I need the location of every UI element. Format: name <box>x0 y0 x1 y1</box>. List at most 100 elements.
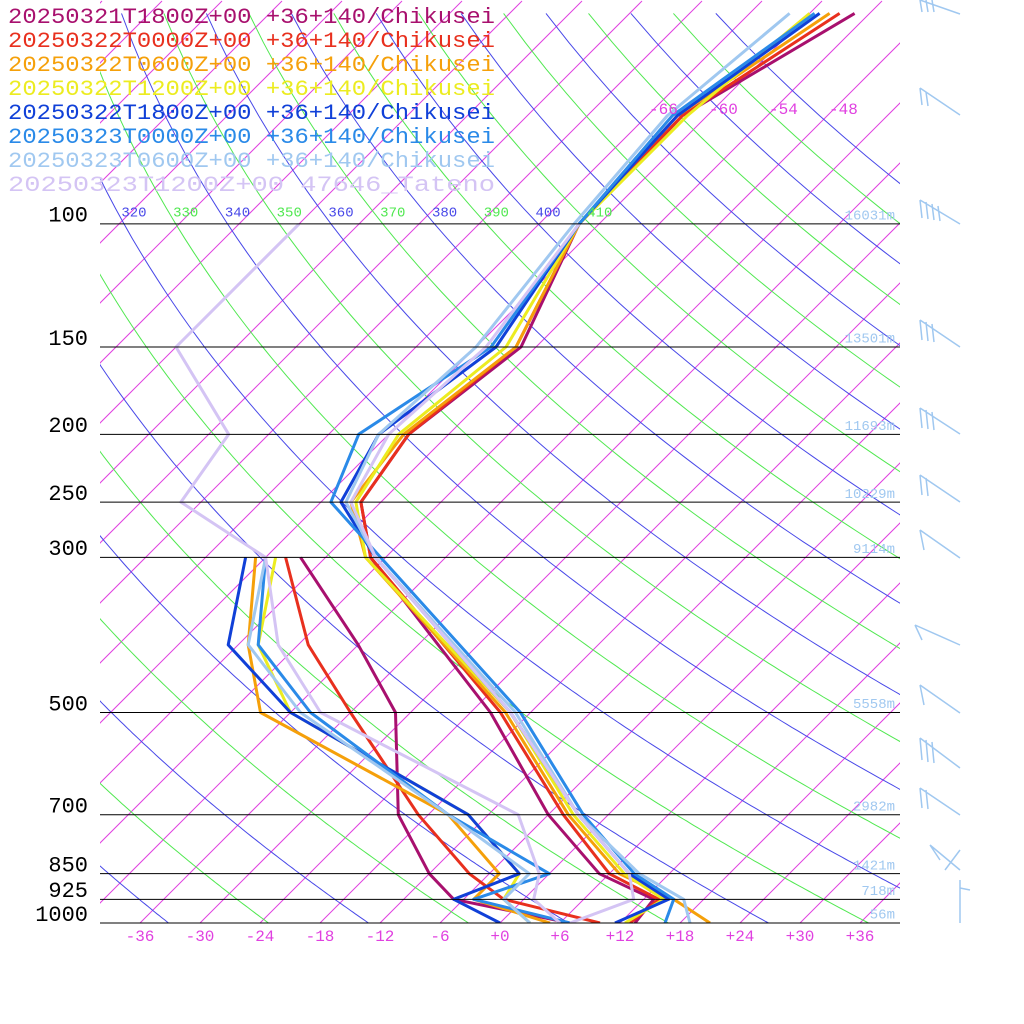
wind-barb <box>919 87 961 116</box>
isotherm <box>100 0 823 724</box>
dry-adiabat <box>100 700 369 923</box>
wind-barb <box>929 844 961 871</box>
wind-barb <box>919 474 961 503</box>
dry-adiabat <box>205 13 900 696</box>
height-label: 11693m <box>845 419 895 435</box>
isotherm <box>679 702 900 923</box>
x-tick-label: +6 <box>550 928 569 946</box>
isotherm <box>199 222 900 923</box>
wind-barb <box>919 407 961 435</box>
wind-barb <box>919 737 961 769</box>
isotherm-label: -54 <box>769 101 798 119</box>
isotherm <box>139 162 900 923</box>
dry-adiabat <box>673 13 900 225</box>
y-tick-label: 100 <box>48 204 88 229</box>
isotherm <box>100 0 463 364</box>
height-label: 2982m <box>853 799 895 815</box>
theta-label: 330 <box>173 206 198 222</box>
isotherm <box>439 462 900 923</box>
dewpoint-line <box>174 222 562 923</box>
temperature-line <box>349 222 636 923</box>
labels: 100 16031m 150 13501m 200 11693m 250 10229m 300 9… <box>35 101 900 946</box>
isotherm <box>100 0 343 244</box>
theta-label: 400 <box>535 206 560 222</box>
height-label: 13501m <box>845 332 895 348</box>
y-tick-label: 250 <box>48 482 88 507</box>
y-tick-label: 925 <box>48 879 88 904</box>
legend-label: 20250322T1200Z+00 +36+140/Chikusei <box>8 77 495 102</box>
x-tick-label: -36 <box>126 928 155 946</box>
height-label: 9114m <box>853 542 895 558</box>
theta-label: 350 <box>277 206 302 222</box>
theta-label: 370 <box>380 206 405 222</box>
legend-label: 20250322T1800Z+00 +36+140/Chikusei <box>8 101 495 126</box>
height-label: 56m <box>870 908 895 924</box>
isotherm <box>100 42 900 844</box>
legend: 20250321T1800Z+00 +36+140/Chikusei202503… <box>8 5 495 198</box>
isotherm <box>100 0 763 664</box>
isotherm <box>100 0 883 784</box>
x-tick-label: -12 <box>366 928 395 946</box>
theta-label: 390 <box>484 206 509 222</box>
height-label: 718m <box>861 884 895 900</box>
isotherm <box>100 0 523 424</box>
wind-barb <box>919 787 961 816</box>
wind-barb <box>919 0 961 15</box>
wind-barb <box>919 684 961 714</box>
y-tick-label: 200 <box>48 414 88 439</box>
x-tick-label: -18 <box>306 928 335 946</box>
dry-adiabat <box>100 363 769 923</box>
isotherm <box>100 0 403 304</box>
isotherm <box>319 342 900 923</box>
x-tick-label: +30 <box>786 928 815 946</box>
height-label: 10229m <box>845 487 895 503</box>
y-tick-label: 500 <box>48 692 88 717</box>
wind-barbs <box>914 0 971 923</box>
dry-adiabat <box>100 782 269 923</box>
isotherm <box>619 642 900 923</box>
temperature-line <box>329 12 816 923</box>
isotherm <box>100 0 643 544</box>
y-tick-label: 1000 <box>35 903 88 928</box>
isotherm <box>799 822 900 923</box>
x-tick-label: +18 <box>666 928 695 946</box>
wind-barb <box>919 529 961 559</box>
theta-label: 340 <box>225 206 250 222</box>
dry-adiabat <box>100 618 469 923</box>
dry-adiabat <box>333 13 900 560</box>
temperature-line <box>344 12 791 923</box>
wind-barb <box>919 199 961 225</box>
isotherm <box>559 582 900 923</box>
dry-adiabat <box>100 70 900 839</box>
legend-label: 20250323T1200Z+00 47646_Tateno <box>8 173 495 198</box>
x-tick-label: -6 <box>430 928 449 946</box>
wind-barb <box>959 880 971 923</box>
isotherm-label: -66 <box>649 101 678 119</box>
plot-grid <box>100 0 900 923</box>
dry-adiabat <box>290 13 900 604</box>
x-tick-label: -24 <box>246 928 275 946</box>
isotherm <box>100 0 283 184</box>
x-tick-label: +36 <box>846 928 875 946</box>
dry-adiabat <box>248 13 900 650</box>
height-label: 1421m <box>853 858 895 874</box>
dry-adiabat <box>100 177 900 889</box>
legend-label: 20250322T0600Z+00 +36+140/Chikusei <box>8 53 495 78</box>
x-tick-label: +24 <box>726 928 755 946</box>
dry-adiabat <box>121 13 900 790</box>
theta-label: 360 <box>328 206 353 222</box>
y-tick-label: 150 <box>48 327 88 352</box>
x-tick-label: +12 <box>606 928 635 946</box>
y-tick-label: 850 <box>48 853 88 878</box>
dry-adiabat <box>418 13 900 473</box>
dry-adiabat <box>100 450 669 923</box>
wind-barb <box>919 319 961 348</box>
dry-adiabat <box>375 13 900 516</box>
y-tick-label: 300 <box>48 537 88 562</box>
theta-label: 410 <box>587 206 612 222</box>
x-tick-label: -30 <box>186 928 215 946</box>
theta-label: 320 <box>121 206 146 222</box>
isotherm <box>100 102 900 904</box>
isotherm <box>739 762 900 923</box>
